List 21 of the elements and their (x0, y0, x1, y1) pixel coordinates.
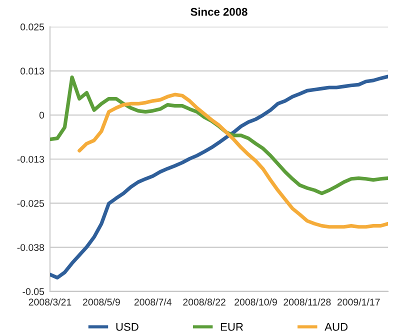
y-tick-label: -0.025 (17, 200, 44, 207)
x-tick-label: 2008/5/9 (83, 298, 120, 306)
x-tick-label: 2008/3/21 (28, 298, 72, 306)
x-tick-label: 2008/8/22 (183, 298, 226, 306)
legend-label: USD (116, 322, 138, 331)
x-tick-label: 2008/11/28 (284, 298, 331, 306)
y-tick-label: -0.05 (22, 288, 44, 296)
y-tick-label: 0.013 (20, 68, 44, 75)
y-tick-label: -0.038 (17, 244, 44, 251)
legend-label: EUR (220, 323, 243, 331)
x-tick-label: 2008/7/4 (134, 298, 172, 306)
legend-label: AUD (324, 323, 348, 331)
line-series (78, 92, 388, 229)
y-tick-label: 0 (39, 112, 44, 119)
line-series (50, 75, 388, 196)
x-tick-label: 2008/10/9 (234, 298, 277, 306)
x-tick-label: 2009/1/17 (337, 298, 380, 306)
y-tick-label: -0.013 (17, 156, 44, 163)
line-series (50, 74, 388, 280)
chart-title: Since 2008 (190, 8, 248, 16)
y-tick-label: 0.025 (20, 24, 44, 30)
